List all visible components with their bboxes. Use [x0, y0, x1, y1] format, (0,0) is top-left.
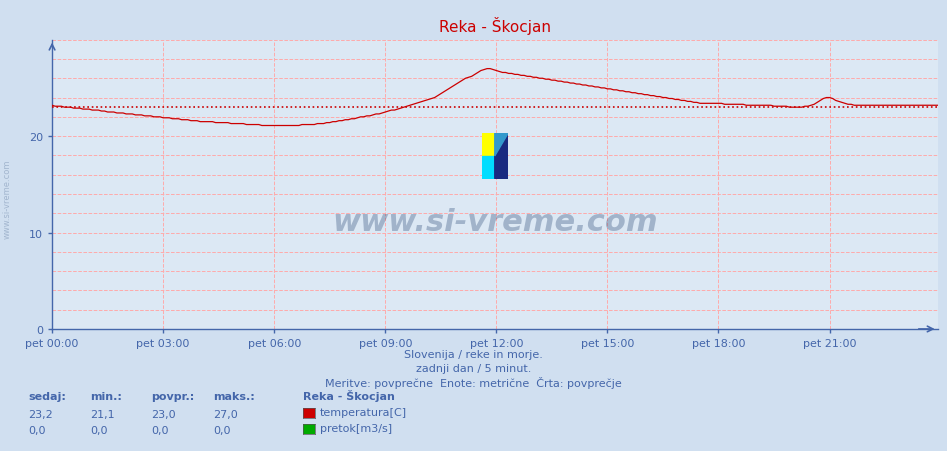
Text: Meritve: povprečne  Enote: metrične  Črta: povprečje: Meritve: povprečne Enote: metrične Črta:…	[325, 377, 622, 389]
Text: sedaj:: sedaj:	[28, 391, 66, 401]
Text: 0,0: 0,0	[213, 425, 230, 435]
Bar	[481, 156, 494, 179]
Text: 0,0: 0,0	[152, 425, 169, 435]
Text: maks.:: maks.:	[213, 391, 255, 401]
Text: 0,0: 0,0	[90, 425, 107, 435]
Text: 23,0: 23,0	[152, 409, 176, 419]
Bar	[481, 134, 494, 156]
Text: 27,0: 27,0	[213, 409, 238, 419]
Text: www.si-vreme.com: www.si-vreme.com	[332, 208, 657, 237]
Text: temperatura[C]: temperatura[C]	[320, 407, 407, 417]
Text: povpr.:: povpr.:	[152, 391, 195, 401]
Text: 23,2: 23,2	[28, 409, 53, 419]
Polygon shape	[494, 134, 508, 179]
Text: 21,1: 21,1	[90, 409, 115, 419]
Text: 0,0: 0,0	[28, 425, 45, 435]
Title: Reka - Škocjan: Reka - Škocjan	[438, 17, 551, 35]
Text: Reka - Škocjan: Reka - Škocjan	[303, 389, 395, 401]
Text: pretok[m3/s]: pretok[m3/s]	[320, 423, 392, 433]
Text: www.si-vreme.com: www.si-vreme.com	[3, 159, 12, 238]
Text: zadnji dan / 5 minut.: zadnji dan / 5 minut.	[416, 363, 531, 373]
Polygon shape	[494, 134, 508, 156]
Text: min.:: min.:	[90, 391, 122, 401]
Text: Slovenija / reke in morje.: Slovenija / reke in morje.	[404, 350, 543, 359]
